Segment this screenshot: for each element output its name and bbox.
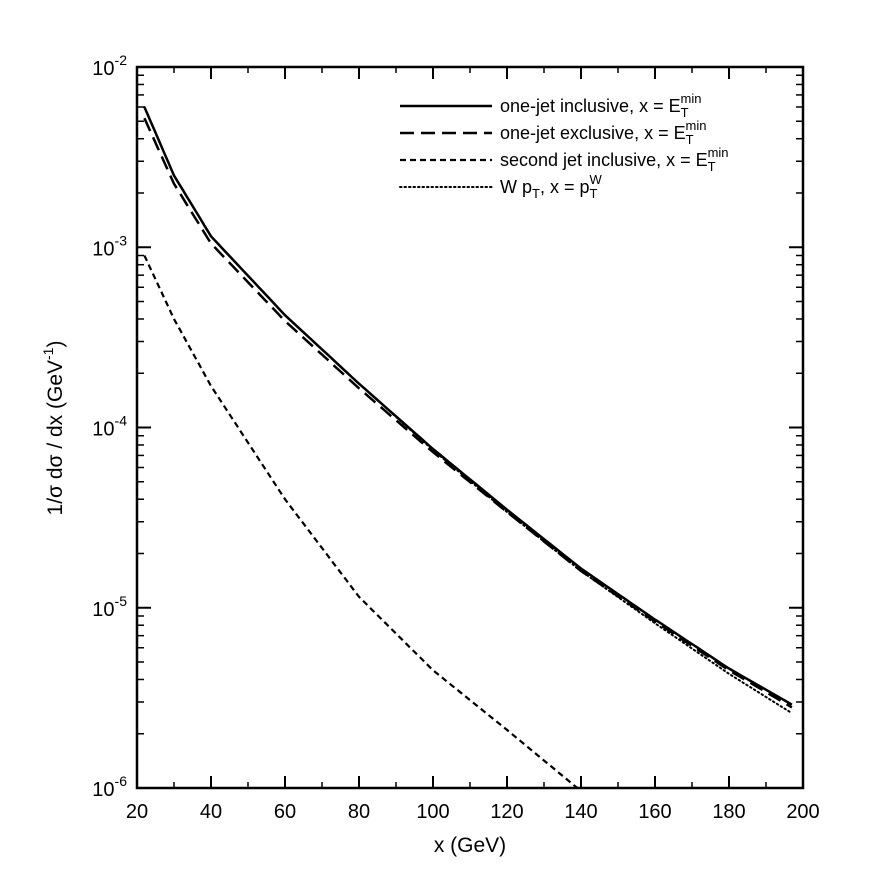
x-tick-label: 20 [126,801,148,823]
legend-label: W pT, x = pTW [500,172,602,201]
legend-label-sub2: T [590,186,598,201]
y-tick-label: 10-5 [92,593,127,621]
y-tick-label: 10-6 [92,773,127,801]
x-axis: 20 40 60 80 100 120 140 160 180 200 [126,67,820,823]
series-line-3 [143,106,793,715]
x-tick-label: 60 [274,801,296,823]
series-line-2 [143,255,578,789]
legend-label-sup: min [681,91,702,106]
y-axis: 10-610-510-410-310-2 [92,52,803,801]
x-tick-label: 180 [712,801,745,823]
legend-label-sub: T [708,159,716,174]
legend-label-sub: T [681,105,689,120]
y-tick-exponent: -4 [115,413,128,429]
series-line-0 [143,106,793,706]
legend-label-sup: min [686,118,707,133]
y-tick-base: 10 [92,58,114,80]
legend-label-main: one-jet inclusive, x = E [500,96,681,116]
x-tick-label: 140 [564,801,597,823]
x-tick-label: 100 [416,801,449,823]
x-tick-label: 160 [638,801,671,823]
y-tick-label: 10-4 [92,413,127,441]
legend-label-sub: T [532,186,540,201]
y-tick-exponent: -3 [115,232,128,248]
x-tick-label: 80 [348,801,370,823]
y-tick-base: 10 [92,599,114,621]
y-axis-label-main: 1/σ dσ / dx (GeV [44,360,67,515]
y-tick-base: 10 [92,238,114,260]
y-tick-base: 10 [92,779,114,801]
y-axis-label: 1/σ dσ / dx (GeV-1) [40,341,67,516]
y-tick-label: 10-2 [92,52,127,80]
legend-label-sub: T [686,132,694,147]
legend-label-sup2: W [589,172,602,187]
legend-label-main: W p [500,177,532,197]
legend-label-main: second jet inclusive, x = E [500,150,708,170]
series-layer [143,106,793,789]
legend-label: one-jet exclusive, x = ETmin [500,118,707,147]
legend-label: second jet inclusive, x = ETmin [500,145,729,174]
y-tick-base: 10 [92,419,114,441]
x-tick-label: 40 [200,801,222,823]
x-tick-label: 120 [490,801,523,823]
y-tick-exponent: -6 [115,773,128,789]
x-axis-label: x (GeV) [434,834,506,857]
x-tick-label: 200 [786,801,819,823]
y-tick-exponent: -2 [115,52,128,68]
y-tick-label: 10-3 [92,232,127,260]
y-axis-label-exponent: -1 [40,347,56,360]
series-line-1 [143,117,793,709]
legend-label: one-jet inclusive, x = ETmin [500,91,702,120]
legend-label-sup: min [708,145,729,160]
legend-label-main: one-jet exclusive, x = E [500,123,686,143]
y-axis-label-close: ) [44,341,67,348]
legend-label-mid: , x = p [540,177,590,197]
y-tick-exponent: -5 [115,593,128,609]
